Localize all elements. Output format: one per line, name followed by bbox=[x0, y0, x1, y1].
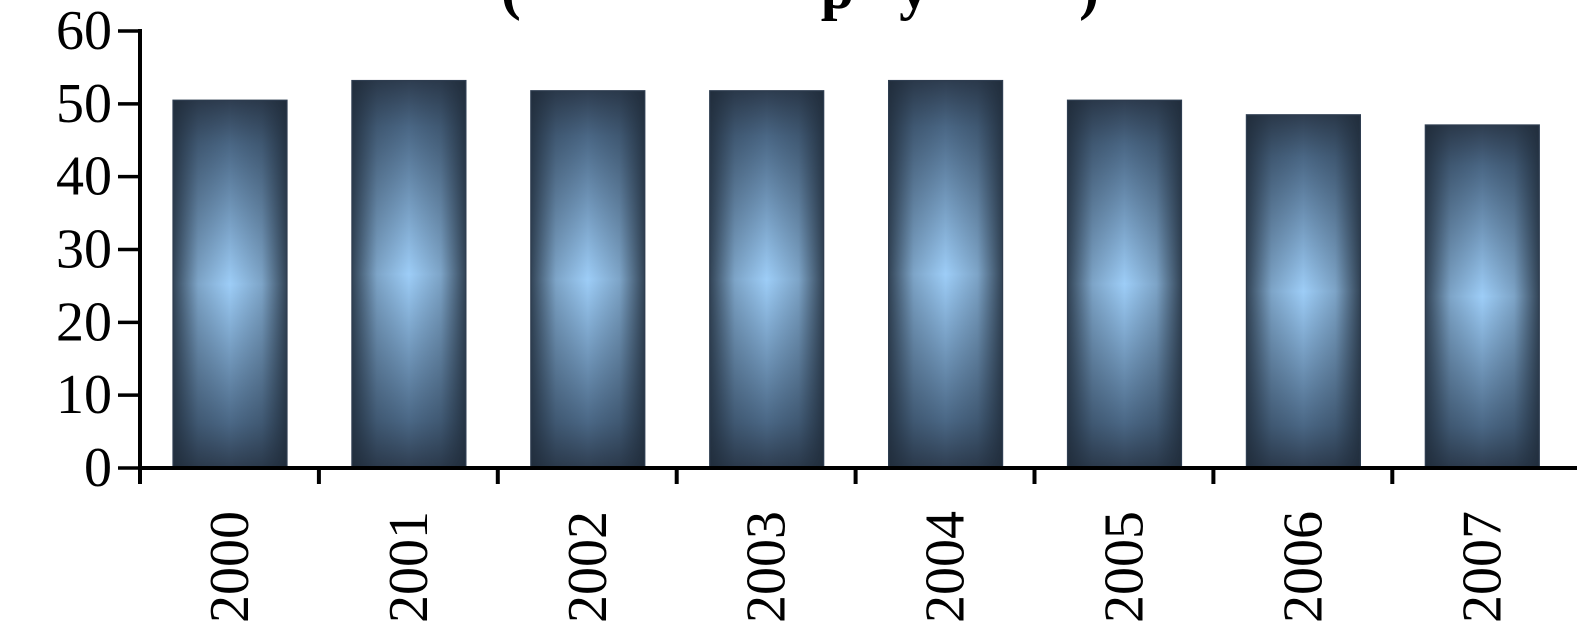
x-tick-label: 2000 bbox=[199, 511, 261, 623]
x-axis: 2000 2001 2002 2003 2004 2005 2006 2007 bbox=[138, 466, 1577, 623]
bar-2006 bbox=[1245, 114, 1362, 469]
y-tick-label: 30 bbox=[56, 219, 112, 281]
x-tick-label: 2001 bbox=[378, 511, 440, 623]
bar-shade bbox=[530, 90, 646, 469]
bar-shade bbox=[1066, 99, 1183, 469]
y-tick-label: 60 bbox=[56, 0, 112, 62]
bar-shade bbox=[887, 79, 1004, 469]
y-tick-label: 0 bbox=[84, 437, 112, 499]
x-tick-label: 2003 bbox=[736, 511, 798, 623]
x-tick-label: 2005 bbox=[1094, 511, 1156, 623]
x-tick-label: 2002 bbox=[557, 511, 619, 623]
bar-shade bbox=[172, 99, 288, 469]
bar-shade bbox=[1245, 114, 1362, 469]
bar-shade bbox=[709, 90, 825, 469]
bar-2005 bbox=[1066, 99, 1183, 469]
bar-shade bbox=[351, 79, 467, 469]
y-tick-label: 10 bbox=[56, 364, 112, 426]
bar-2002 bbox=[530, 90, 646, 469]
x-tick-label: 2006 bbox=[1272, 511, 1334, 623]
bar-shade bbox=[1424, 124, 1540, 469]
chart-title-partial: ( p y ) bbox=[501, 0, 1099, 21]
y-tick-label: 20 bbox=[56, 291, 112, 353]
bar-2007 bbox=[1424, 124, 1540, 469]
x-tick-label: 2007 bbox=[1451, 511, 1513, 623]
y-axis: 0 10 20 30 40 50 60 bbox=[56, 0, 142, 499]
bar-2001 bbox=[351, 79, 467, 469]
y-tick-label: 40 bbox=[56, 146, 112, 208]
bar-2004 bbox=[887, 79, 1004, 469]
bar-2003 bbox=[709, 90, 825, 469]
bar-2000 bbox=[172, 99, 288, 469]
bars-group bbox=[172, 79, 1540, 469]
y-tick-label: 50 bbox=[56, 73, 112, 135]
x-tick-label: 2004 bbox=[915, 511, 977, 623]
